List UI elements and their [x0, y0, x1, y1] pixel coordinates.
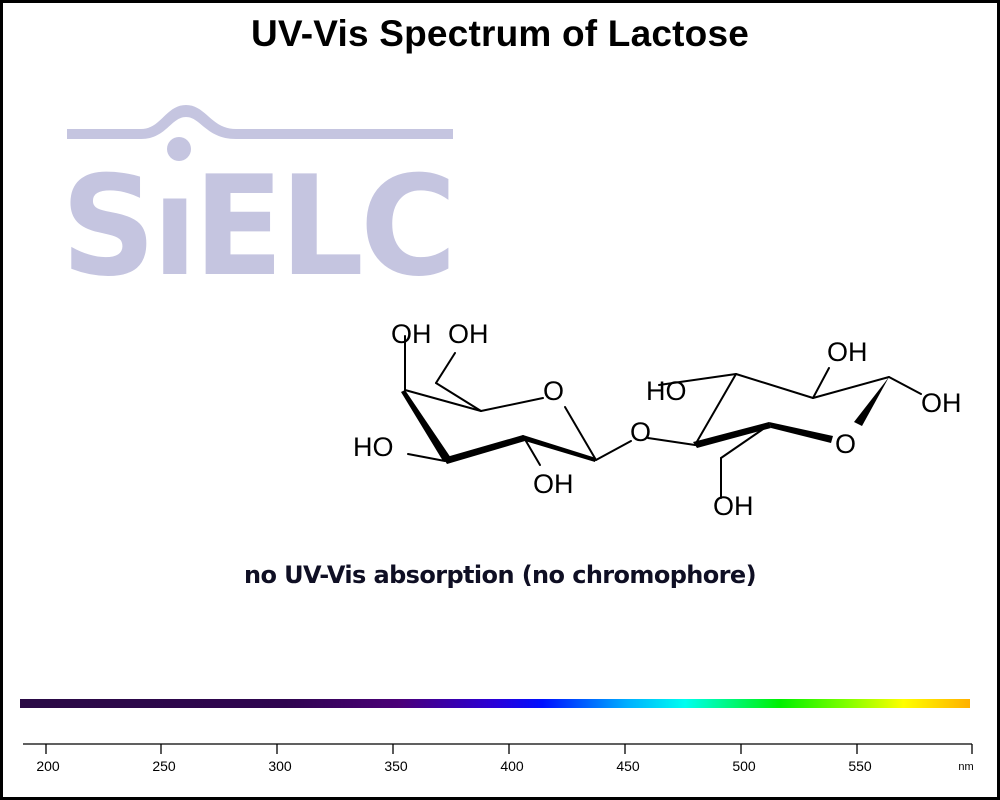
x-tick-label: 350 — [384, 758, 408, 774]
x-tick-label: 550 — [848, 758, 872, 774]
x-tick-label: 450 — [616, 758, 640, 774]
atom-label: HO — [353, 432, 394, 462]
atom-label: OH — [391, 319, 432, 349]
x-tick-label: 500 — [732, 758, 756, 774]
x-axis — [23, 743, 973, 754]
chart-title: UV-Vis Spectrum of Lactose — [251, 13, 749, 54]
atom-label: OH — [713, 491, 754, 521]
x-axis-unit-label: nm — [958, 761, 974, 773]
atom-label: O — [543, 376, 564, 406]
atom-label: OH — [533, 469, 574, 499]
x-tick-label: 200 — [36, 758, 60, 774]
lactose-structure-diagram: OH OH O HO OH O HO OH OH O OH — [353, 319, 962, 521]
atom-label: O — [630, 417, 651, 447]
x-tick-label: 400 — [500, 758, 524, 774]
wavelength-color-bar — [20, 699, 970, 708]
atom-label: OH — [921, 388, 962, 418]
annotation-no-absorption: no UV-Vis absorption (no chromophore) — [244, 561, 757, 589]
sielc-watermark-logo: SıELC — [61, 105, 457, 284]
atom-label: OH — [448, 319, 489, 349]
x-tick-label: 250 — [152, 758, 176, 774]
atom-label: OH — [827, 337, 868, 367]
x-tick-label: 300 — [268, 758, 292, 774]
svg-text:SıELC: SıELC — [61, 146, 453, 284]
atom-label: O — [835, 429, 856, 459]
atom-label: HO — [646, 376, 687, 406]
